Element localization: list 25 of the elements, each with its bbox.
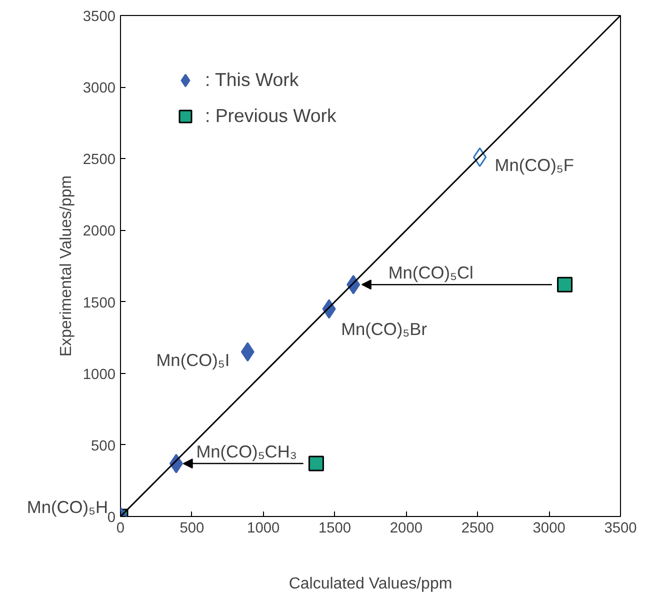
x-tick-label: 1000	[247, 520, 280, 536]
y-tick-label: 3000	[82, 80, 116, 97]
x-tick-label: 1500	[318, 520, 352, 536]
x-tick-label: 2500	[461, 520, 494, 536]
y-tick-label: 2500	[82, 152, 116, 168]
legend-label: : Previous Work	[205, 105, 336, 127]
y-tick-label: 500	[91, 438, 116, 454]
annotation: Mn(CO)₅Br	[341, 318, 428, 339]
y-tick-label: 1000	[82, 366, 116, 383]
legend-label: : This Work	[205, 69, 299, 91]
x-tick-label: 500	[180, 520, 204, 536]
annotation: Mn(CO)₅I	[156, 350, 230, 370]
x-tick-label: 2000	[390, 520, 423, 536]
x-tick-label: 3500	[604, 520, 637, 536]
annotation: Mn(CO)₅Cl	[388, 262, 474, 283]
annotation: Mn(CO)₅F	[494, 155, 574, 176]
x-axis-title: Calculated Values/ppm	[288, 576, 452, 592]
annotation: Mn(CO)₅CH₃	[196, 442, 297, 462]
x-tick-label: 3000	[532, 520, 566, 536]
y-tick-label: 3500	[82, 9, 116, 25]
y-axis-title: Experimental Values/ppm	[58, 175, 75, 357]
y-tick-label: 2000	[82, 224, 116, 240]
annotation: Mn(CO)₅H	[26, 497, 108, 518]
y-tick-label: 1500	[82, 295, 116, 312]
y-tick-label: 0	[107, 510, 116, 526]
